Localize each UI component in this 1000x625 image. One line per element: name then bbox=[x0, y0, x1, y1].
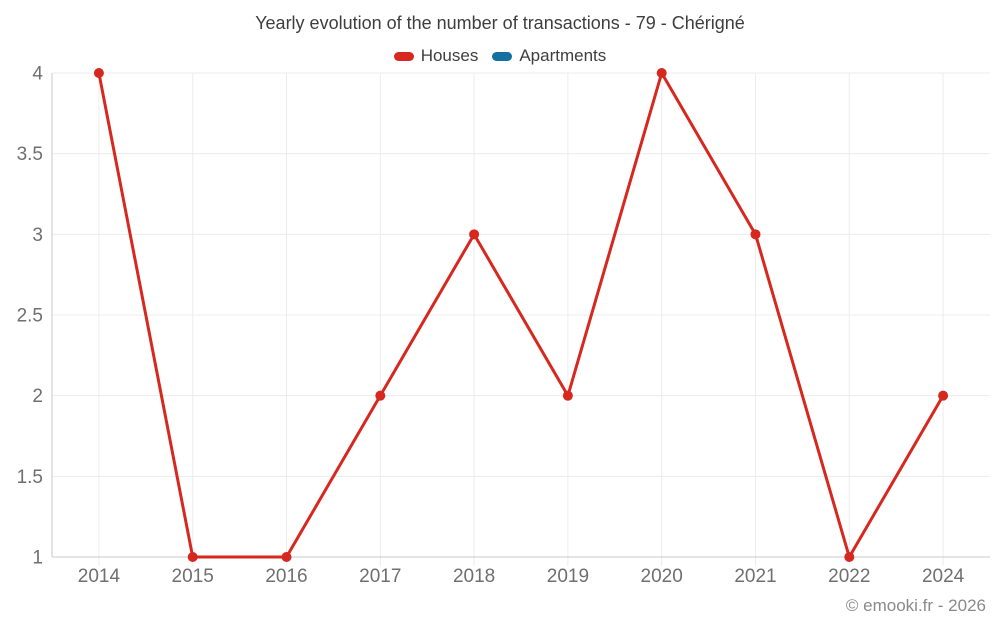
x-axis-tick-label: 2022 bbox=[828, 566, 870, 587]
data-point-houses-2017[interactable] bbox=[375, 390, 386, 401]
legend-label-houses: Houses bbox=[420, 46, 479, 65]
y-axis-tick-label: 2 bbox=[32, 386, 43, 407]
x-axis-tick-label: 2017 bbox=[359, 566, 401, 587]
x-axis-tick-label: 2018 bbox=[453, 566, 495, 587]
data-point-houses-2018[interactable] bbox=[469, 229, 480, 240]
data-point-houses-2020[interactable] bbox=[656, 68, 667, 78]
chart-title: Yearly evolution of the number of transa… bbox=[255, 13, 745, 33]
x-axis-tick-label: 2014 bbox=[78, 566, 121, 587]
data-point-houses-2022[interactable] bbox=[844, 552, 855, 562]
legend-swatch-houses bbox=[393, 51, 414, 61]
y-axis-tick-label: 1 bbox=[32, 548, 43, 569]
data-point-houses-2016[interactable] bbox=[281, 552, 292, 562]
data-point-houses-2024[interactable] bbox=[938, 390, 949, 401]
x-axis-tick-label: 2019 bbox=[547, 566, 589, 587]
legend-swatch-apartments bbox=[492, 51, 513, 61]
x-axis-tick-label: 2024 bbox=[922, 566, 965, 587]
x-axis-tick-label: 2015 bbox=[172, 566, 214, 587]
data-point-houses-2014[interactable] bbox=[93, 68, 104, 78]
x-axis-tick-label: 2021 bbox=[734, 566, 776, 587]
data-point-houses-2015[interactable] bbox=[187, 552, 198, 562]
y-axis-tick-label: 2.5 bbox=[17, 306, 43, 327]
series-line-houses bbox=[97, 71, 945, 559]
y-axis-tick-label: 4 bbox=[32, 64, 43, 85]
copyright-credit[interactable]: © emooki.fr - 2026 bbox=[845, 596, 986, 615]
data-point-houses-2021[interactable] bbox=[750, 229, 761, 240]
y-axis-tick-label: 3 bbox=[32, 225, 43, 246]
legend-item-apartments[interactable]: Apartments bbox=[492, 46, 606, 66]
y-axis-tick-label: 1.5 bbox=[17, 467, 43, 488]
x-axis-tick-label: 2020 bbox=[641, 566, 683, 587]
legend-label-apartments: Apartments bbox=[519, 46, 607, 65]
legend-item-houses[interactable]: Houses bbox=[393, 46, 479, 66]
chart-legend: Houses Apartments bbox=[0, 46, 1000, 66]
data-point-houses-2019[interactable] bbox=[562, 390, 573, 401]
y-axis-tick-label: 3.5 bbox=[17, 144, 43, 165]
x-axis-tick-label: 2016 bbox=[265, 566, 307, 587]
